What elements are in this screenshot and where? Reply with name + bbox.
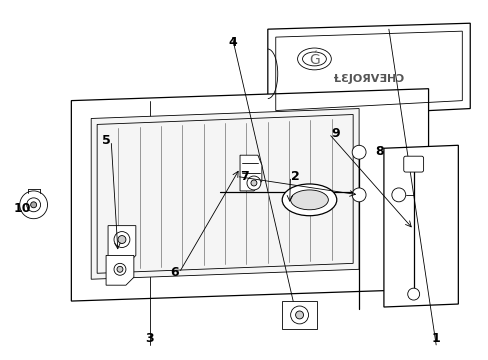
Text: 6: 6 (169, 266, 178, 279)
Circle shape (114, 231, 130, 247)
Ellipse shape (302, 52, 325, 66)
Circle shape (407, 288, 419, 300)
Polygon shape (267, 23, 469, 118)
Circle shape (27, 198, 41, 212)
Text: ȽƐJOЯVƎHƆ: ȽƐJOЯVƎHƆ (333, 74, 404, 84)
Circle shape (351, 145, 366, 159)
Text: 7: 7 (239, 170, 248, 183)
Polygon shape (106, 255, 134, 285)
Text: Ǵ: Ǵ (308, 53, 319, 67)
Text: 4: 4 (227, 36, 236, 49)
Text: 8: 8 (375, 145, 384, 158)
Text: 5: 5 (102, 134, 110, 147)
FancyBboxPatch shape (403, 156, 423, 172)
Circle shape (118, 235, 126, 243)
Circle shape (250, 180, 256, 186)
Polygon shape (71, 89, 427, 301)
Circle shape (290, 306, 308, 324)
Circle shape (391, 188, 405, 202)
Circle shape (351, 188, 366, 202)
Circle shape (20, 191, 47, 219)
Ellipse shape (282, 184, 336, 216)
Text: 1: 1 (431, 333, 440, 346)
Polygon shape (383, 145, 457, 307)
Circle shape (117, 266, 122, 272)
Polygon shape (281, 301, 317, 329)
Circle shape (31, 202, 37, 208)
Text: 9: 9 (331, 127, 340, 140)
Text: 3: 3 (145, 333, 154, 346)
Polygon shape (108, 226, 136, 267)
Polygon shape (91, 109, 358, 279)
Text: 2: 2 (290, 170, 299, 183)
Circle shape (295, 311, 303, 319)
Ellipse shape (297, 48, 331, 70)
Polygon shape (240, 155, 262, 191)
Circle shape (114, 264, 126, 275)
Text: 10: 10 (14, 202, 31, 215)
Ellipse shape (290, 190, 327, 210)
Circle shape (246, 176, 260, 190)
